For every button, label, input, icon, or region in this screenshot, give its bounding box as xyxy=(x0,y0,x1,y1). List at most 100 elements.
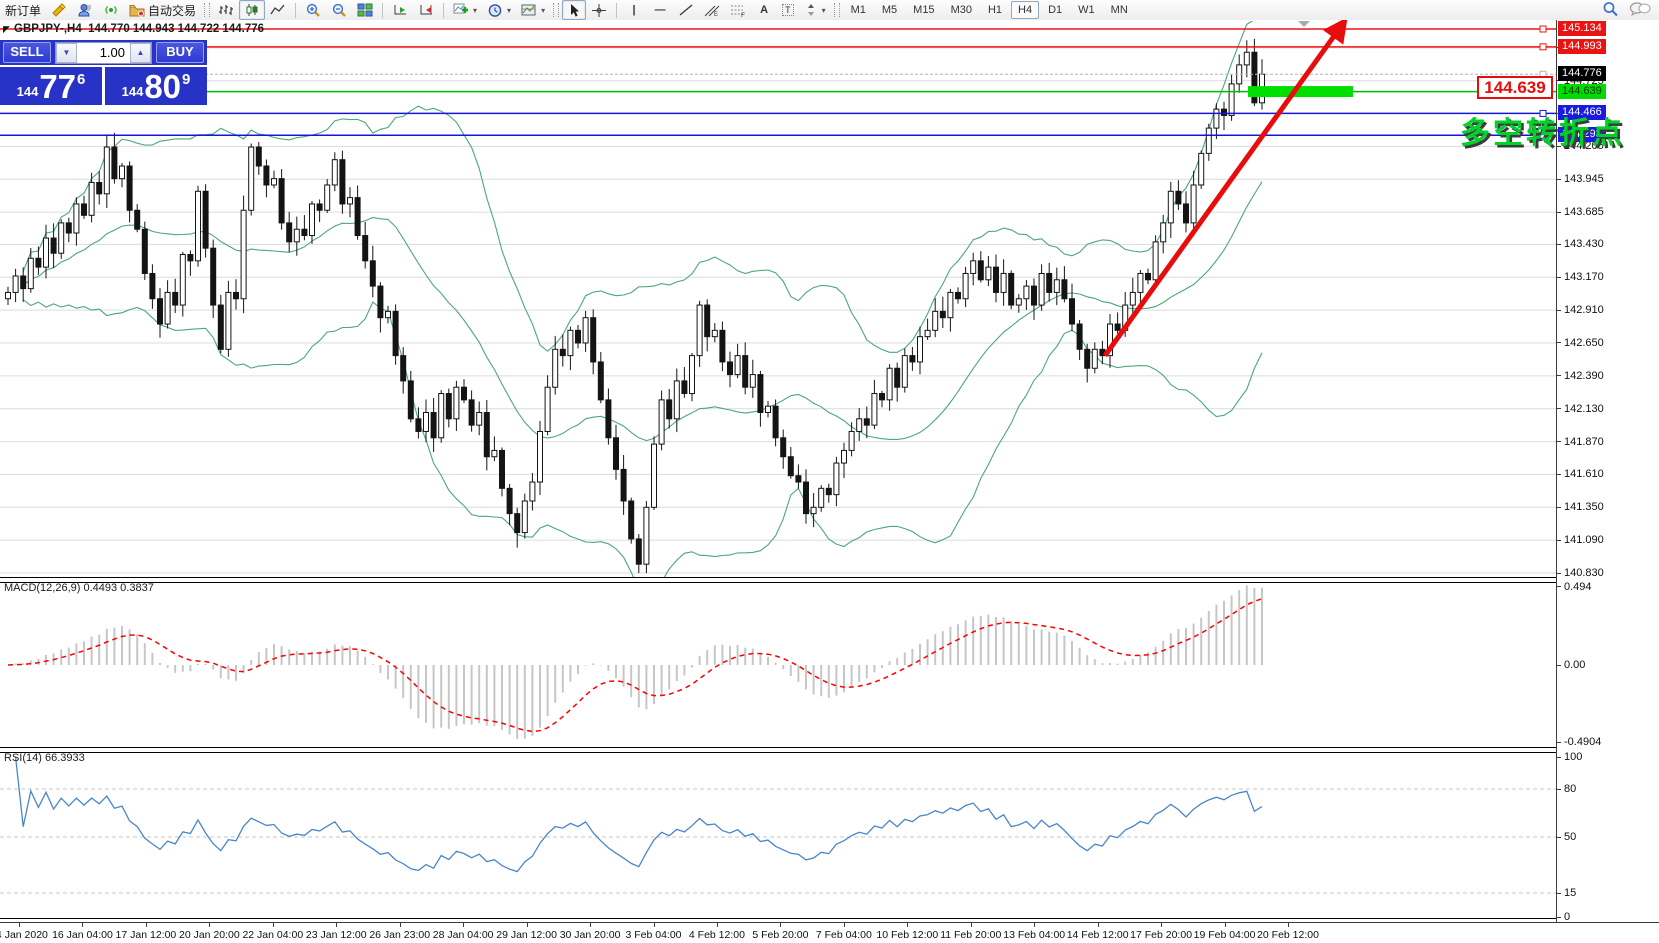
sell-button[interactable]: SELL xyxy=(3,42,51,63)
line-chart-button[interactable] xyxy=(265,0,291,20)
toolbar-drag-handle-3[interactable] xyxy=(833,3,840,17)
sell-price-sup: 6 xyxy=(77,71,86,88)
svg-text:F: F xyxy=(741,12,745,17)
timeframe-m5[interactable]: M5 xyxy=(881,4,898,16)
time-tick-label: 14 Feb 12:00 xyxy=(1066,929,1129,941)
time-tick-label: 23 Jan 12:00 xyxy=(305,929,367,941)
price-tick-label: 141.610 xyxy=(1564,468,1604,481)
timeframe-m1[interactable]: M1 xyxy=(850,4,866,16)
price-level-label: 144.993 xyxy=(1558,38,1606,54)
signal-icon xyxy=(103,3,119,17)
channel-button[interactable]: E xyxy=(699,0,725,20)
timeframe-w1[interactable]: W1 xyxy=(1078,4,1095,16)
price-tick-label: 143.685 xyxy=(1564,206,1604,219)
text-label-button[interactable]: T xyxy=(777,0,799,20)
indicators-button[interactable]: ▾ xyxy=(448,0,482,20)
cursor-button[interactable] xyxy=(562,0,587,20)
arrows-icon xyxy=(804,3,818,17)
signals-button[interactable] xyxy=(98,0,124,20)
arrows-button[interactable]: ▾ xyxy=(799,0,831,20)
volume-decrease-button[interactable]: ▼ xyxy=(56,42,77,63)
volume-value[interactable]: 1.00 xyxy=(99,44,125,60)
autotrading-button[interactable]: 自动交易 xyxy=(124,0,201,20)
crosshair-button[interactable] xyxy=(586,0,612,20)
templates-button[interactable]: ▾ xyxy=(516,0,550,20)
trendline-button[interactable] xyxy=(673,0,699,20)
timeframe-h1[interactable]: H1 xyxy=(987,4,1003,16)
rsi-tick-label: 50 xyxy=(1564,831,1577,843)
auto-scroll-icon xyxy=(392,3,408,17)
clock-icon xyxy=(487,3,503,18)
timeframe-m15[interactable]: M15 xyxy=(913,4,935,16)
zoom-in-button[interactable] xyxy=(300,0,326,20)
periods-button[interactable]: ▾ xyxy=(482,0,516,20)
toolbar-drag-handle[interactable] xyxy=(204,3,211,17)
chart-annotation-text[interactable]: 多空转折点 xyxy=(1460,117,1625,150)
rsi-tick-label: 100 xyxy=(1564,751,1583,763)
templates-caret: ▾ xyxy=(541,5,546,15)
new-order-button[interactable]: 新订单 xyxy=(0,0,46,20)
price-tick-label: 143.170 xyxy=(1564,271,1604,284)
price-tick-label: 141.090 xyxy=(1564,534,1604,547)
time-tick-label: 13 Feb 04:00 xyxy=(1003,929,1066,941)
horizontal-line-button[interactable]: — xyxy=(647,0,673,20)
tile-windows-button[interactable] xyxy=(352,0,378,20)
search-icon[interactable] xyxy=(1602,1,1619,20)
price-tick-label: 142.650 xyxy=(1564,336,1604,349)
line-chart-icon xyxy=(270,3,286,17)
text-label-icon: T xyxy=(782,4,794,16)
candlestick-button[interactable] xyxy=(239,0,266,20)
metaeditor-button[interactable] xyxy=(46,0,72,20)
volume-stepper[interactable]: ▼ 1.00 ▲ xyxy=(55,41,152,64)
sell-price-display[interactable]: 144 77 6 xyxy=(0,67,105,105)
panel-splitter-rsi[interactable] xyxy=(0,747,1556,753)
sell-price-prefix: 144 xyxy=(16,84,39,99)
metaeditor-icon xyxy=(51,3,67,17)
zoom-out-icon xyxy=(331,3,347,18)
auto-scroll-button[interactable] xyxy=(387,0,413,20)
zoom-out-button[interactable] xyxy=(326,0,352,20)
price-tick-label: 141.350 xyxy=(1564,501,1604,514)
buy-button[interactable]: BUY xyxy=(156,42,204,63)
ohlc-readout: 144.770 144.943 144.722 144.776 xyxy=(88,23,265,35)
timeframe-d1[interactable]: D1 xyxy=(1048,4,1063,16)
fibonacci-button[interactable]: F xyxy=(725,0,751,20)
autotrading-icon xyxy=(129,3,145,17)
buy-price-big: 80 xyxy=(144,68,182,105)
community-button[interactable] xyxy=(72,0,98,20)
collapse-marker-icon[interactable]: ◤ xyxy=(3,24,10,34)
template-icon xyxy=(521,3,537,17)
sell-price-big: 77 xyxy=(39,68,77,105)
chart-window: ◤ GBPJPY-,H4 144.770 144.943 144.722 144… xyxy=(0,20,1659,943)
time-tick-label: 19 Feb 04:00 xyxy=(1193,929,1256,941)
price-level-label: 144.776 xyxy=(1558,66,1606,82)
volume-increase-button[interactable]: ▲ xyxy=(130,42,151,63)
time-tick-label: 10 Feb 12:00 xyxy=(876,929,939,941)
buy-price-display[interactable]: 144 80 9 xyxy=(105,67,207,105)
time-tick-label: 17 Feb 20:00 xyxy=(1130,929,1193,941)
text-button[interactable]: A xyxy=(751,0,777,20)
vertical-line-button[interactable]: | xyxy=(621,0,647,20)
price-level-tag[interactable]: 144.639 xyxy=(1477,76,1553,99)
rsi-indicator-label: RSI(14) 66.3933 xyxy=(4,752,85,764)
chart-shift-button[interactable] xyxy=(413,0,439,20)
chart-canvas[interactable] xyxy=(0,20,1659,943)
bar-chart-button[interactable] xyxy=(213,0,239,20)
macd-tick-label: -0.4904 xyxy=(1564,736,1602,749)
time-tick-label: 30 Jan 20:00 xyxy=(559,929,621,941)
time-tick-label: 11 Feb 20:00 xyxy=(940,929,1002,941)
indicators-caret: ▾ xyxy=(473,5,478,15)
timeframe-m30[interactable]: M30 xyxy=(950,4,972,16)
price-axis[interactable]: 144.985144.725144.465144.205143.945143.6… xyxy=(1556,20,1659,923)
time-tick-label: 16 Jan 04:00 xyxy=(52,929,113,941)
timeframe-h4[interactable]: H4 xyxy=(1011,1,1040,19)
chat-icon[interactable] xyxy=(1629,1,1651,20)
panel-splitter-macd[interactable] xyxy=(0,577,1556,583)
price-tick-label: 144.205 xyxy=(1564,140,1604,153)
timeframe-mn[interactable]: MN xyxy=(1110,4,1128,16)
price-tick-label: 142.910 xyxy=(1564,304,1604,317)
trendline-icon xyxy=(678,3,694,17)
toolbar-drag-handle-2[interactable] xyxy=(553,3,560,17)
price-tick-label: 143.945 xyxy=(1564,173,1604,186)
